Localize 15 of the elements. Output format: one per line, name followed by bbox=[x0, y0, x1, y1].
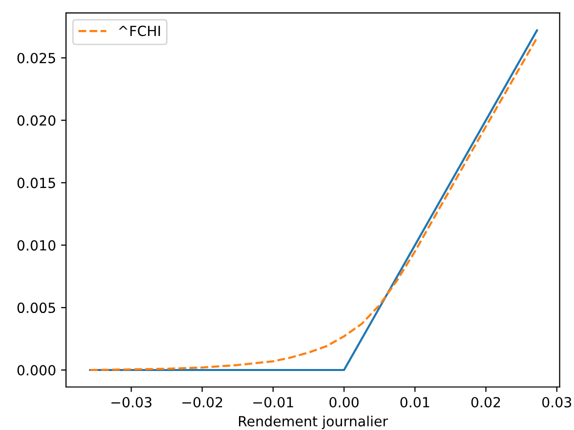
x-tick-label: −0.01 bbox=[253, 396, 294, 408]
y-tick-label: 0.025 bbox=[17, 52, 56, 64]
y-tick-label: 0.005 bbox=[17, 302, 56, 314]
x-tick-label: 0.03 bbox=[542, 396, 572, 408]
y-tick-label: 0.010 bbox=[17, 240, 56, 251]
y-tick-label: 0.015 bbox=[17, 178, 56, 188]
legend-label: ^FCHI bbox=[118, 26, 160, 36]
x-tick-label: 0.00 bbox=[329, 396, 359, 408]
x-tick-label: −0.02 bbox=[182, 396, 222, 408]
x-tick-label: 0.01 bbox=[400, 396, 430, 408]
y-tick-label: 0.000 bbox=[17, 364, 56, 376]
x-tick-label: −0.03 bbox=[111, 396, 152, 408]
x-tick-label: 0.02 bbox=[471, 396, 500, 408]
y-tick-label: 0.020 bbox=[17, 115, 56, 126]
x-axis-title: Rendement journalier bbox=[239, 416, 388, 430]
